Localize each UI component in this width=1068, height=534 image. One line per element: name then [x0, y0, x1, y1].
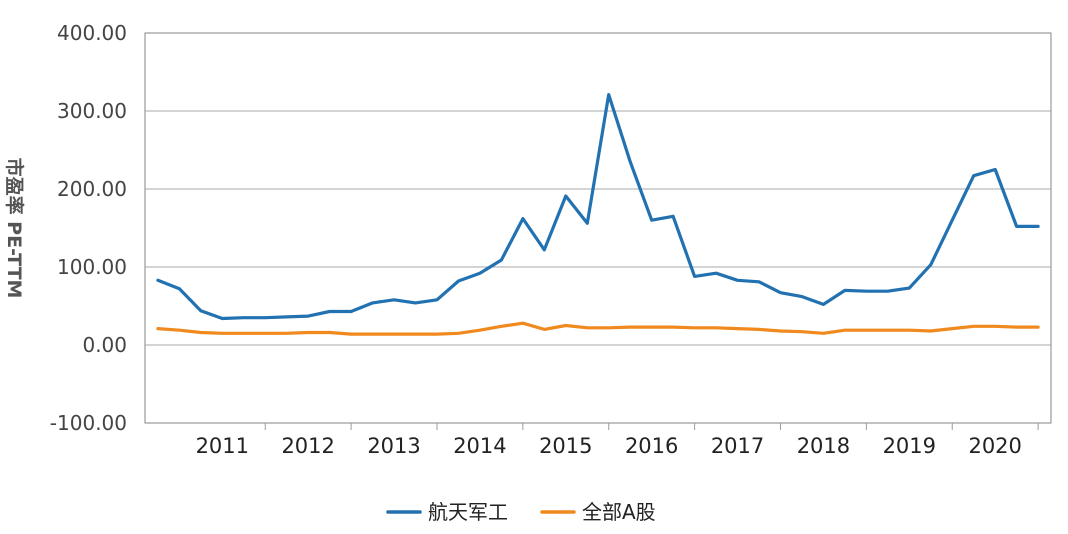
grid-lines — [145, 32, 1051, 424]
x-tick-label: 2015 — [539, 434, 592, 458]
x-tick-label: 2013 — [367, 434, 420, 458]
y-tick-label: -100.00 — [50, 411, 127, 435]
series-line-all-a-shares — [156, 321, 1040, 336]
series-lines — [156, 92, 1040, 336]
y-tick-label: 100.00 — [57, 255, 127, 279]
x-tick-label: 2014 — [453, 434, 506, 458]
x-tick-label: 2020 — [968, 434, 1021, 458]
x-tick-label: 2018 — [797, 434, 850, 458]
legend-label: 全部A股 — [582, 500, 656, 524]
x-tick-label: 2017 — [711, 434, 764, 458]
y-tick-label: 0.00 — [82, 333, 127, 357]
plot-area — [144, 32, 1052, 424]
x-tick-label: 2011 — [196, 434, 249, 458]
y-axis-label: 市盈率 PE-TTM — [3, 158, 26, 299]
x-tick-label: 2016 — [625, 434, 678, 458]
y-tick-label: 200.00 — [57, 177, 127, 201]
x-tick-label: 2012 — [281, 434, 334, 458]
legend: 航天军工 全部A股 — [386, 500, 656, 524]
y-axis-ticks: 400.00 300.00 200.00 100.00 0.00 -100.00 — [50, 21, 127, 435]
y-tick-label: 400.00 — [57, 21, 127, 45]
series-line-aerospace-defense — [156, 92, 1040, 321]
legend-label: 航天军工 — [428, 500, 508, 524]
x-axis-ticks: 2011 2012 2013 2014 2015 2016 2017 2018 2019 2020 — [196, 423, 1039, 458]
y-tick-label: 300.00 — [57, 99, 127, 123]
x-tick-label: 2019 — [883, 434, 936, 458]
